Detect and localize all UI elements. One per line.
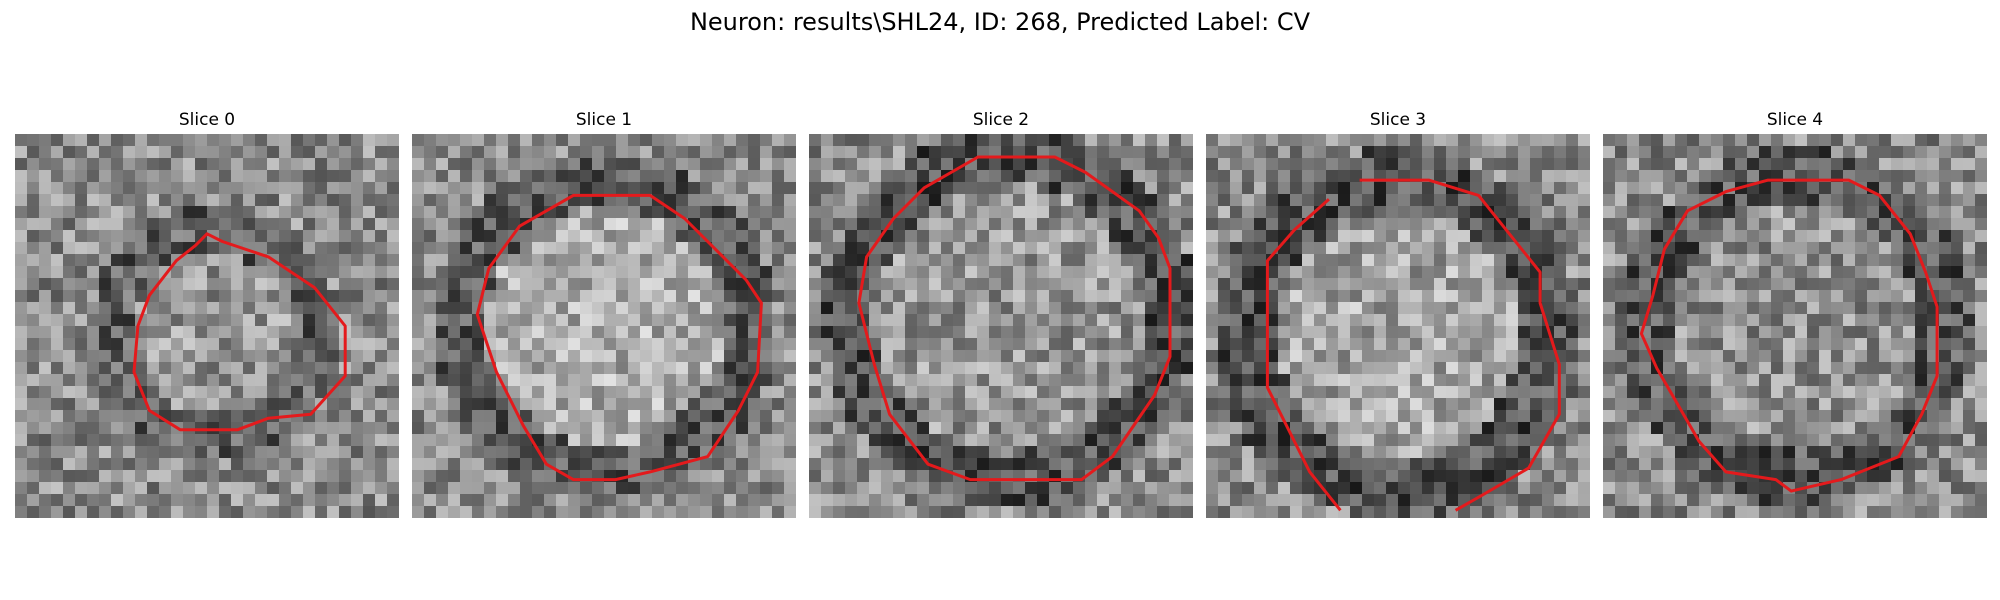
pixel-grid: [1206, 134, 1590, 518]
slice-1-title: Slice 1: [575, 110, 633, 130]
slice-3-image: [1206, 134, 1590, 518]
contour-line: [475, 193, 763, 482]
slice-4-panel: [1603, 134, 1987, 518]
slice-2-title: Slice 2: [972, 110, 1030, 130]
slice-1-image: [412, 134, 796, 518]
contour-line: [857, 155, 1172, 482]
figure-title: Neuron: results\SHL24, ID: 268, Predicte…: [689, 8, 1311, 36]
contour-line: [1639, 178, 1939, 493]
slice-2-panel: [809, 134, 1193, 518]
pixel-grid: [15, 134, 399, 518]
contour-line: [132, 232, 347, 432]
slice-0-image: [15, 134, 399, 518]
slice-3-title: Slice 3: [1369, 110, 1427, 130]
slice-1-panel: [412, 134, 796, 518]
slice-2-image: [809, 134, 1193, 518]
contour-line: [1359, 178, 1561, 512]
contour-line-segment: [1265, 198, 1342, 512]
slice-3-panel: [1206, 134, 1590, 518]
slice-0-panel: [15, 134, 399, 518]
pixel-grid: [1603, 134, 1987, 518]
slice-0-title: Slice 0: [178, 110, 236, 130]
pixel-grid: [809, 134, 1193, 518]
pixel-grid: [412, 134, 796, 518]
slice-4-image: [1603, 134, 1987, 518]
slice-4-title: Slice 4: [1766, 110, 1824, 130]
